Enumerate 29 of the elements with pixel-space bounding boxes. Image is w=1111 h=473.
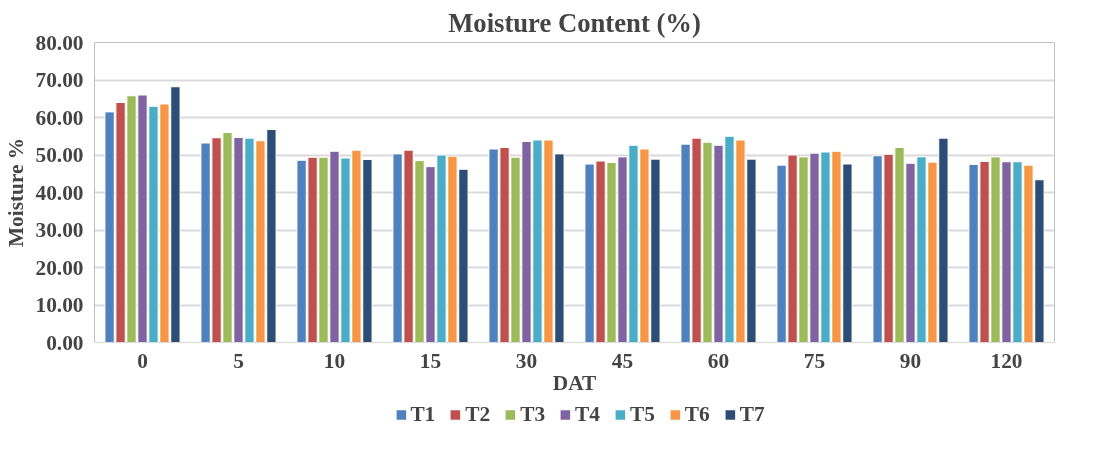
x-tick-label: 5 [233, 348, 244, 373]
x-tick-label: 15 [419, 348, 442, 373]
legend-label: T2 [465, 401, 491, 427]
x-tick-label: 10 [323, 348, 346, 373]
legend-label: T5 [629, 401, 655, 427]
y-tick-label: 70.00 [35, 68, 84, 92]
x-axis-title: DAT [552, 370, 597, 395]
legend-label: T3 [520, 401, 546, 427]
y-tick-label: 80.00 [35, 30, 84, 55]
x-tick-label: 0 [137, 348, 148, 373]
legend-label: T6 [684, 401, 710, 427]
y-tick-label: 10.00 [35, 293, 84, 317]
y-tick-label: 0.00 [46, 330, 84, 355]
y-tick-label: 40.00 [35, 180, 84, 205]
x-tick-label: 60 [707, 348, 730, 373]
chart-title: Moisture Content (%) [448, 7, 701, 38]
x-tick-label: 75 [803, 348, 826, 373]
y-tick-label: 30.00 [35, 218, 84, 242]
y-axis-title: Moisture % [3, 137, 28, 248]
x-tick-label: 45 [611, 348, 634, 373]
x-tick-label: 120 [990, 348, 1023, 373]
legend-label: T4 [575, 401, 600, 427]
y-tick-label: 50.00 [35, 143, 84, 167]
legend-label: T1 [410, 401, 436, 427]
y-tick-label: 60.00 [35, 105, 84, 130]
legend-label: T7 [739, 401, 765, 427]
x-tick-label: 30 [515, 348, 538, 373]
y-tick-label: 20.00 [35, 255, 84, 280]
x-tick-label: 90 [899, 348, 922, 373]
